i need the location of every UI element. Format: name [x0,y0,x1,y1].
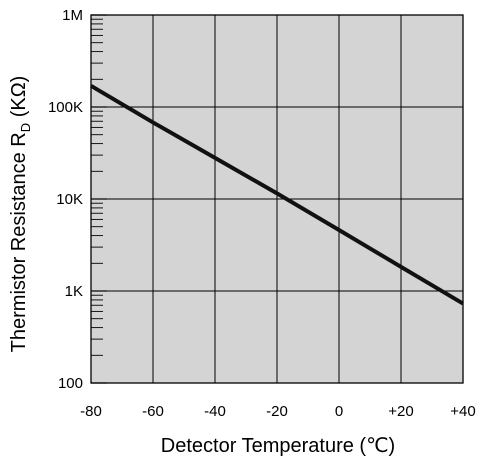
y-axis-title-subscript: D [18,123,33,132]
grid-lines [91,15,463,383]
x-tick-label: +20 [388,403,413,420]
data-series [89,84,465,306]
x-tick-labels: -80 -60 -40 -20 0 +20 +40 [80,403,476,420]
y-axis-title-main: Thermistor Resistance R [8,132,30,352]
minor-ticks [91,14,107,384]
x-tick-label: +40 [450,403,475,420]
plot-frame [90,14,464,384]
x-axis-title: Detector Temperature (℃) [161,435,395,457]
y-tick-label: 100 [58,375,83,392]
y-tick-labels: 100 1K 10K 100K 1M [48,7,83,392]
y-axis-title: Thermistor Resistance RD (KΩ) [8,76,33,353]
y-tick-label: 100K [48,99,83,116]
x-tick-label: -80 [80,403,102,420]
series-line [89,84,465,306]
x-tick-label: 0 [335,403,343,420]
x-tick-label: -40 [204,403,226,420]
y-axis-title-unit: (KΩ) [8,76,30,123]
y-tick-label: 1K [65,283,83,300]
x-tick-label: -20 [266,403,288,420]
y-tick-label: 1M [62,7,83,24]
x-tick-label: -60 [142,403,164,420]
y-tick-label: 10K [56,191,83,208]
